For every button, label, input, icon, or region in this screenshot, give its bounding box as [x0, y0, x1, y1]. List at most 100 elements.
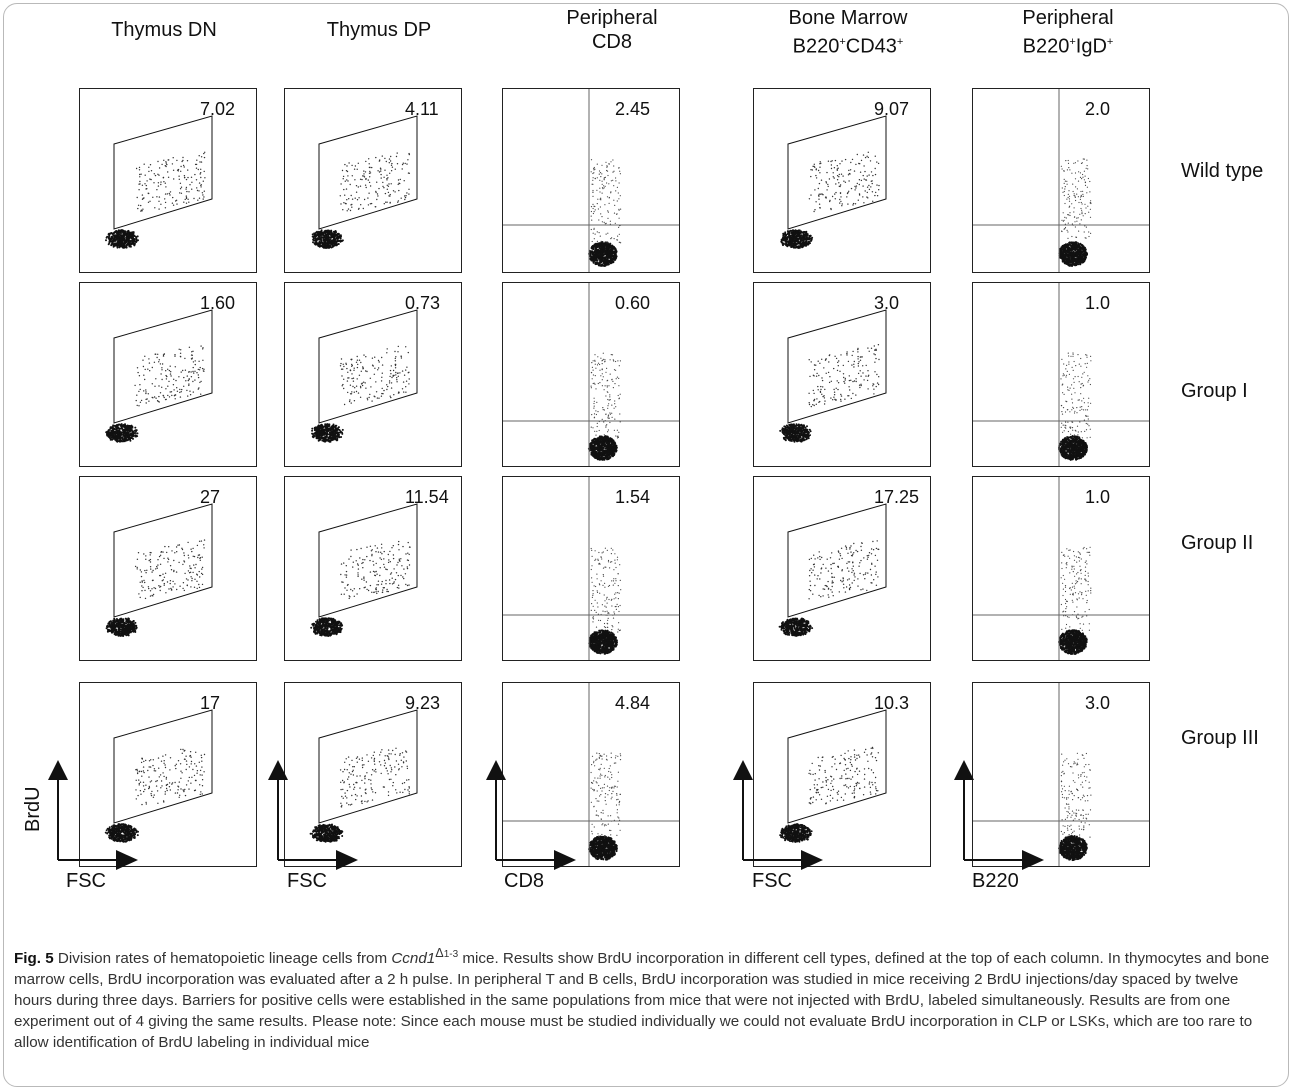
column-header-peripheral-cd8: Peripheral CD8 [566, 7, 658, 53]
flow-plot-svg [779, 309, 887, 443]
gate-percentage: 3.0 [874, 293, 900, 313]
cell-events [105, 115, 213, 249]
gate-percentage: 7.02 [200, 99, 236, 119]
flow-plot-svg [503, 683, 679, 866]
flow-plot: 27 [79, 476, 257, 661]
row-label-group-ii: Group II [1181, 532, 1254, 554]
x-axis-arrowhead [336, 850, 358, 870]
x-axis-label-b220: B220 [972, 870, 1019, 892]
x-axis-label-cd8: CD8 [504, 870, 545, 892]
flow-plot-svg [778, 503, 887, 637]
cell-events [973, 283, 1149, 466]
x-axis-arrowhead [1022, 850, 1044, 870]
cell-events [105, 503, 213, 637]
gate-percentage: 17.25 [874, 487, 920, 507]
flow-plot: 4.11 [284, 88, 462, 273]
cell-events [780, 115, 887, 249]
flow-plot-svg [779, 709, 887, 843]
flow-plot-svg [311, 309, 418, 443]
row-label-group-iii: Group III [1181, 727, 1259, 749]
cell-events [973, 89, 1149, 272]
cell-events [503, 283, 679, 466]
row-label-wild-type: Wild type [1181, 160, 1264, 182]
figure-frame [3, 3, 1289, 1087]
column-header-bone-marrow: Bone Marrow B220+CD43+ [788, 7, 908, 58]
cell-events [973, 683, 1149, 866]
gate-percentage: 11.54 [405, 487, 449, 507]
flow-plot-svg [973, 477, 1149, 660]
gate-percentage: 4.11 [405, 99, 439, 119]
x-axis-label-fsc-1: FSC [66, 870, 106, 892]
gate-percentage: 1.54 [615, 487, 651, 507]
flow-plot: 3.0 [753, 282, 931, 467]
x-axis-arrowhead [554, 850, 576, 870]
flow-plot: 17 [79, 682, 257, 867]
flow-plot-svg [503, 477, 679, 660]
y-axis-arrowhead [954, 760, 974, 780]
flow-plot: 1.0 [972, 476, 1150, 661]
flow-plot-svg [310, 503, 418, 637]
flow-plot-svg [503, 89, 679, 272]
x-axis-label-fsc-3: FSC [752, 870, 792, 892]
flow-plot-svg [503, 283, 679, 466]
figure-caption: Fig. 5 Division rates of hematopoietic l… [14, 946, 1270, 1052]
flow-plot: 17.25 [753, 476, 931, 661]
flow-plot-svg [973, 89, 1149, 272]
flow-plot-svg [105, 115, 213, 249]
x-axis-arrowhead [801, 850, 823, 870]
cell-events [310, 503, 418, 637]
flow-plot: 11.54 [284, 476, 462, 661]
cell-events [973, 477, 1149, 660]
flow-plot-svg [973, 683, 1149, 866]
gate-percentage: 0.73 [405, 293, 441, 313]
gate-percentage: 9.23 [405, 693, 441, 713]
x-axis-label-fsc-2: FSC [287, 870, 327, 892]
cell-events [311, 309, 418, 443]
gate-percentage: 2.45 [615, 99, 651, 119]
column-header-thymus-dn: Thymus DN [111, 19, 217, 41]
flow-plot: 2.45 [502, 88, 680, 273]
flow-plot: 9.23 [284, 682, 462, 867]
gate-percentage: 1.60 [200, 293, 236, 313]
column-header-thymus-dp: Thymus DP [326, 19, 432, 41]
cell-events [778, 503, 887, 637]
row-label-group-i: Group I [1181, 380, 1248, 402]
cell-events [104, 709, 213, 843]
cell-events [311, 115, 418, 249]
gate-percentage: 17 [200, 693, 221, 713]
flow-plot: 9.07 [753, 88, 931, 273]
flow-plot-svg [311, 115, 418, 249]
cell-events [503, 477, 679, 660]
flow-plot: 2.0 [972, 88, 1150, 273]
column-header-peripheral-b220: Peripheral B220+IgD+ [1022, 7, 1114, 58]
cell-events [309, 709, 418, 843]
cell-events [779, 709, 887, 843]
x-axis-arrowhead [116, 850, 138, 870]
y-axis-arrowhead [733, 760, 753, 780]
flow-plot-svg [973, 283, 1149, 466]
cell-events [105, 309, 213, 443]
gate-percentage: 9.07 [874, 99, 910, 119]
flow-plot: 10.3 [753, 682, 931, 867]
cell-events [503, 683, 679, 866]
gate-percentage: 1.0 [1085, 293, 1111, 313]
flow-plot: 7.02 [79, 88, 257, 273]
flow-plot-svg [780, 115, 887, 249]
flow-plot: 0.60 [502, 282, 680, 467]
flow-plot: 3.0 [972, 682, 1150, 867]
gate-percentage: 0.60 [615, 293, 651, 313]
flow-plot: 0.73 [284, 282, 462, 467]
y-axis-label-brdu: BrdU [22, 786, 44, 832]
cell-events [779, 309, 887, 443]
flow-plot: 1.54 [502, 476, 680, 661]
flow-plot-svg [309, 709, 418, 843]
flow-plot: 1.60 [79, 282, 257, 467]
y-axis-arrowhead [48, 760, 68, 780]
gate-percentage: 4.84 [615, 693, 651, 713]
gate-percentage: 27 [200, 487, 221, 507]
y-axis-arrowhead [268, 760, 288, 780]
y-axis-arrowhead [486, 760, 506, 780]
cell-events [503, 89, 679, 272]
flow-plot-svg [105, 503, 213, 637]
